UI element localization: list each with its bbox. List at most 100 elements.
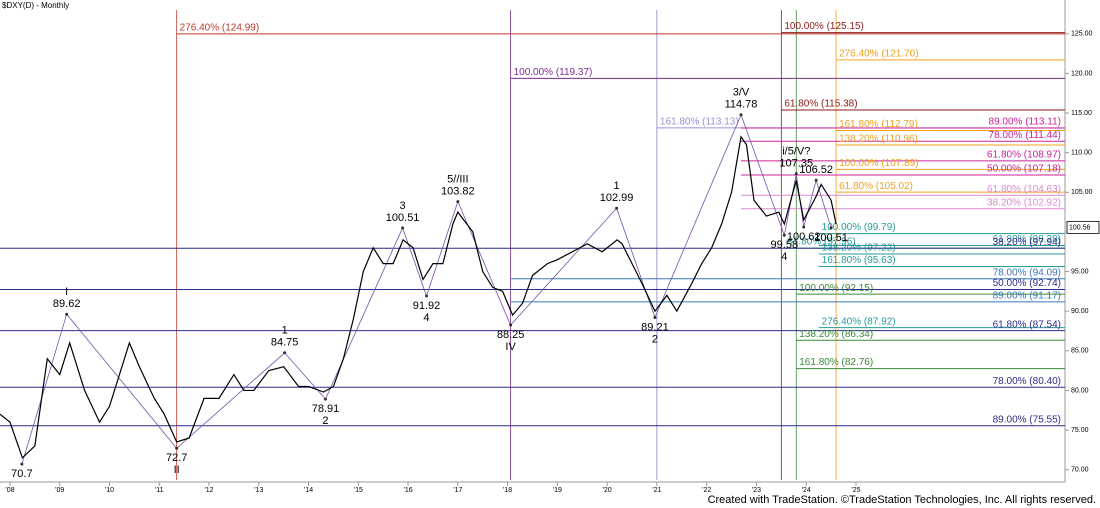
wave-point — [814, 178, 818, 182]
x-tick-label: '18 — [503, 487, 512, 494]
y-tick-label: 110.00 — [1071, 150, 1092, 157]
fib-label: 100.00% (92.15) — [799, 283, 873, 294]
wave-price: 114.78 — [725, 99, 758, 111]
wave-point — [175, 446, 179, 450]
fib-label: 50.00% (107.18) — [987, 164, 1061, 175]
wave-price: 100.62 — [787, 231, 821, 243]
wave-point — [509, 323, 513, 327]
x-tick-label: '15 — [354, 487, 363, 494]
fib-label: 100.00% (99.79) — [822, 222, 896, 233]
y-tick-label: 90.00 — [1071, 308, 1089, 315]
wave-label: 3/V — [733, 87, 750, 99]
x-tick-label: '16 — [404, 487, 413, 494]
x-tick-label: '25 — [851, 487, 860, 494]
wave-point — [323, 397, 327, 401]
fib-label: 138.20% (110.96) — [839, 134, 918, 145]
x-tick-label: '11 — [155, 487, 164, 494]
wave-label: 1 — [282, 325, 288, 337]
fib-label: 138.20% (97.22) — [822, 243, 896, 254]
wave-point — [782, 233, 786, 237]
x-tick-label: '09 — [55, 487, 64, 494]
wave-price: 91.92 — [413, 300, 441, 312]
y-tick-label: 75.00 — [1071, 427, 1089, 434]
fib-label: 161.80% (95.63) — [822, 255, 896, 266]
fib-label: 38.20% (102.92) — [987, 197, 1061, 208]
wave-price: 107.35 — [779, 158, 813, 170]
wave-point — [615, 206, 619, 210]
wave-point — [794, 172, 798, 176]
wave-point — [653, 315, 657, 319]
x-tick-label: '14 — [304, 487, 313, 494]
fib-label: 61.80% (87.54) — [993, 319, 1061, 330]
wave-label: 3 — [400, 200, 406, 212]
wave-point — [829, 226, 833, 230]
fib-label: 61.80% (97.96) — [787, 237, 855, 248]
fib-label: 276.40% (87.92) — [822, 316, 896, 327]
x-tick-label: '20 — [603, 487, 612, 494]
fib-label: 38.20% (97.94) — [993, 237, 1061, 248]
wave-label: 5//III — [447, 174, 468, 186]
fib-label: 161.80% (113.13) — [660, 116, 739, 127]
wave-point — [456, 200, 460, 204]
fib-label: 50.00% (92.74) — [993, 278, 1061, 289]
chart-title: $DXY(D) - Monthly — [2, 1, 69, 10]
fib-label: 61.80% (105.02) — [839, 181, 913, 192]
fib-label: 61.80% (104.63) — [987, 184, 1061, 195]
wave-price: 78.91 — [312, 403, 340, 415]
x-tick-label: '22 — [702, 487, 711, 494]
wave-label: 2 — [652, 333, 658, 345]
fib-label: 78.00% (94.09) — [993, 267, 1061, 278]
fib-label: 276.40% (121.70) — [839, 49, 919, 60]
wave-label: 2 — [322, 415, 328, 427]
wave-label: II — [174, 464, 180, 476]
y-tick-label: 115.00 — [1071, 110, 1092, 117]
wave-price: 70.7 — [11, 468, 32, 480]
wave-label: 4 — [781, 251, 787, 263]
y-tick-label: 125.00 — [1071, 31, 1093, 38]
x-tick-label: '08 — [5, 487, 14, 494]
fib-label: 89.00% (91.17) — [993, 291, 1061, 302]
fib-label: 89.00% (75.55) — [993, 414, 1061, 425]
wave-point — [20, 462, 24, 466]
x-tick-label: '21 — [652, 487, 661, 494]
x-tick-label: '24 — [802, 487, 811, 494]
wave-label: 1 — [614, 180, 620, 192]
wave-price: 84.75 — [271, 337, 299, 349]
fib-label: 61.80% (115.38) — [784, 99, 857, 110]
price-line — [0, 135, 837, 459]
fib-label: 100.00% (119.37) — [514, 67, 593, 78]
fib-label: 138.20% (86.34) — [799, 329, 873, 340]
wave-point — [401, 226, 405, 230]
x-tick-label: '13 — [254, 487, 263, 494]
x-tick-label: '19 — [553, 487, 562, 494]
wave-price: 89.21 — [641, 321, 669, 333]
wave-label: IV — [505, 341, 516, 353]
wave-point — [424, 294, 428, 298]
y-tick-label: 120.00 — [1071, 70, 1093, 77]
wave-point — [283, 351, 287, 355]
wave-price: 72.7 — [166, 452, 187, 464]
fib-label: 61.80% (98.28) — [993, 234, 1061, 245]
y-tick-label: 80.00 — [1071, 387, 1089, 394]
y-tick-label: 95.00 — [1071, 268, 1089, 275]
fib-label: 89.00% (113.11) — [989, 117, 1061, 128]
fib-label: 78.00% (80.40) — [993, 376, 1061, 387]
wave-point — [802, 225, 806, 229]
wave-price: 103.82 — [441, 186, 475, 198]
footer: Created with TradeStation. ©TradeStation… — [708, 494, 1096, 506]
wave-price: 102.99 — [600, 192, 634, 204]
fib-label: 61.80% (108.97) — [987, 149, 1061, 160]
y-tick-label: 70.00 — [1071, 467, 1089, 474]
wave-price: 88.25 — [497, 329, 525, 341]
x-tick-label: '23 — [752, 487, 761, 494]
x-tick-label: '12 — [204, 487, 213, 494]
y-tick-label: 85.00 — [1071, 348, 1089, 355]
x-tick-label: '17 — [453, 487, 462, 494]
last-price: 100.56 — [1069, 224, 1091, 231]
fib-label: 161.80% (112.79) — [839, 119, 918, 130]
fib-label: 78.00% (111.44) — [989, 130, 1061, 141]
fib-label: 276.40% (124.99) — [180, 22, 260, 33]
fib-label: 100.00% (125.15) — [784, 21, 864, 32]
